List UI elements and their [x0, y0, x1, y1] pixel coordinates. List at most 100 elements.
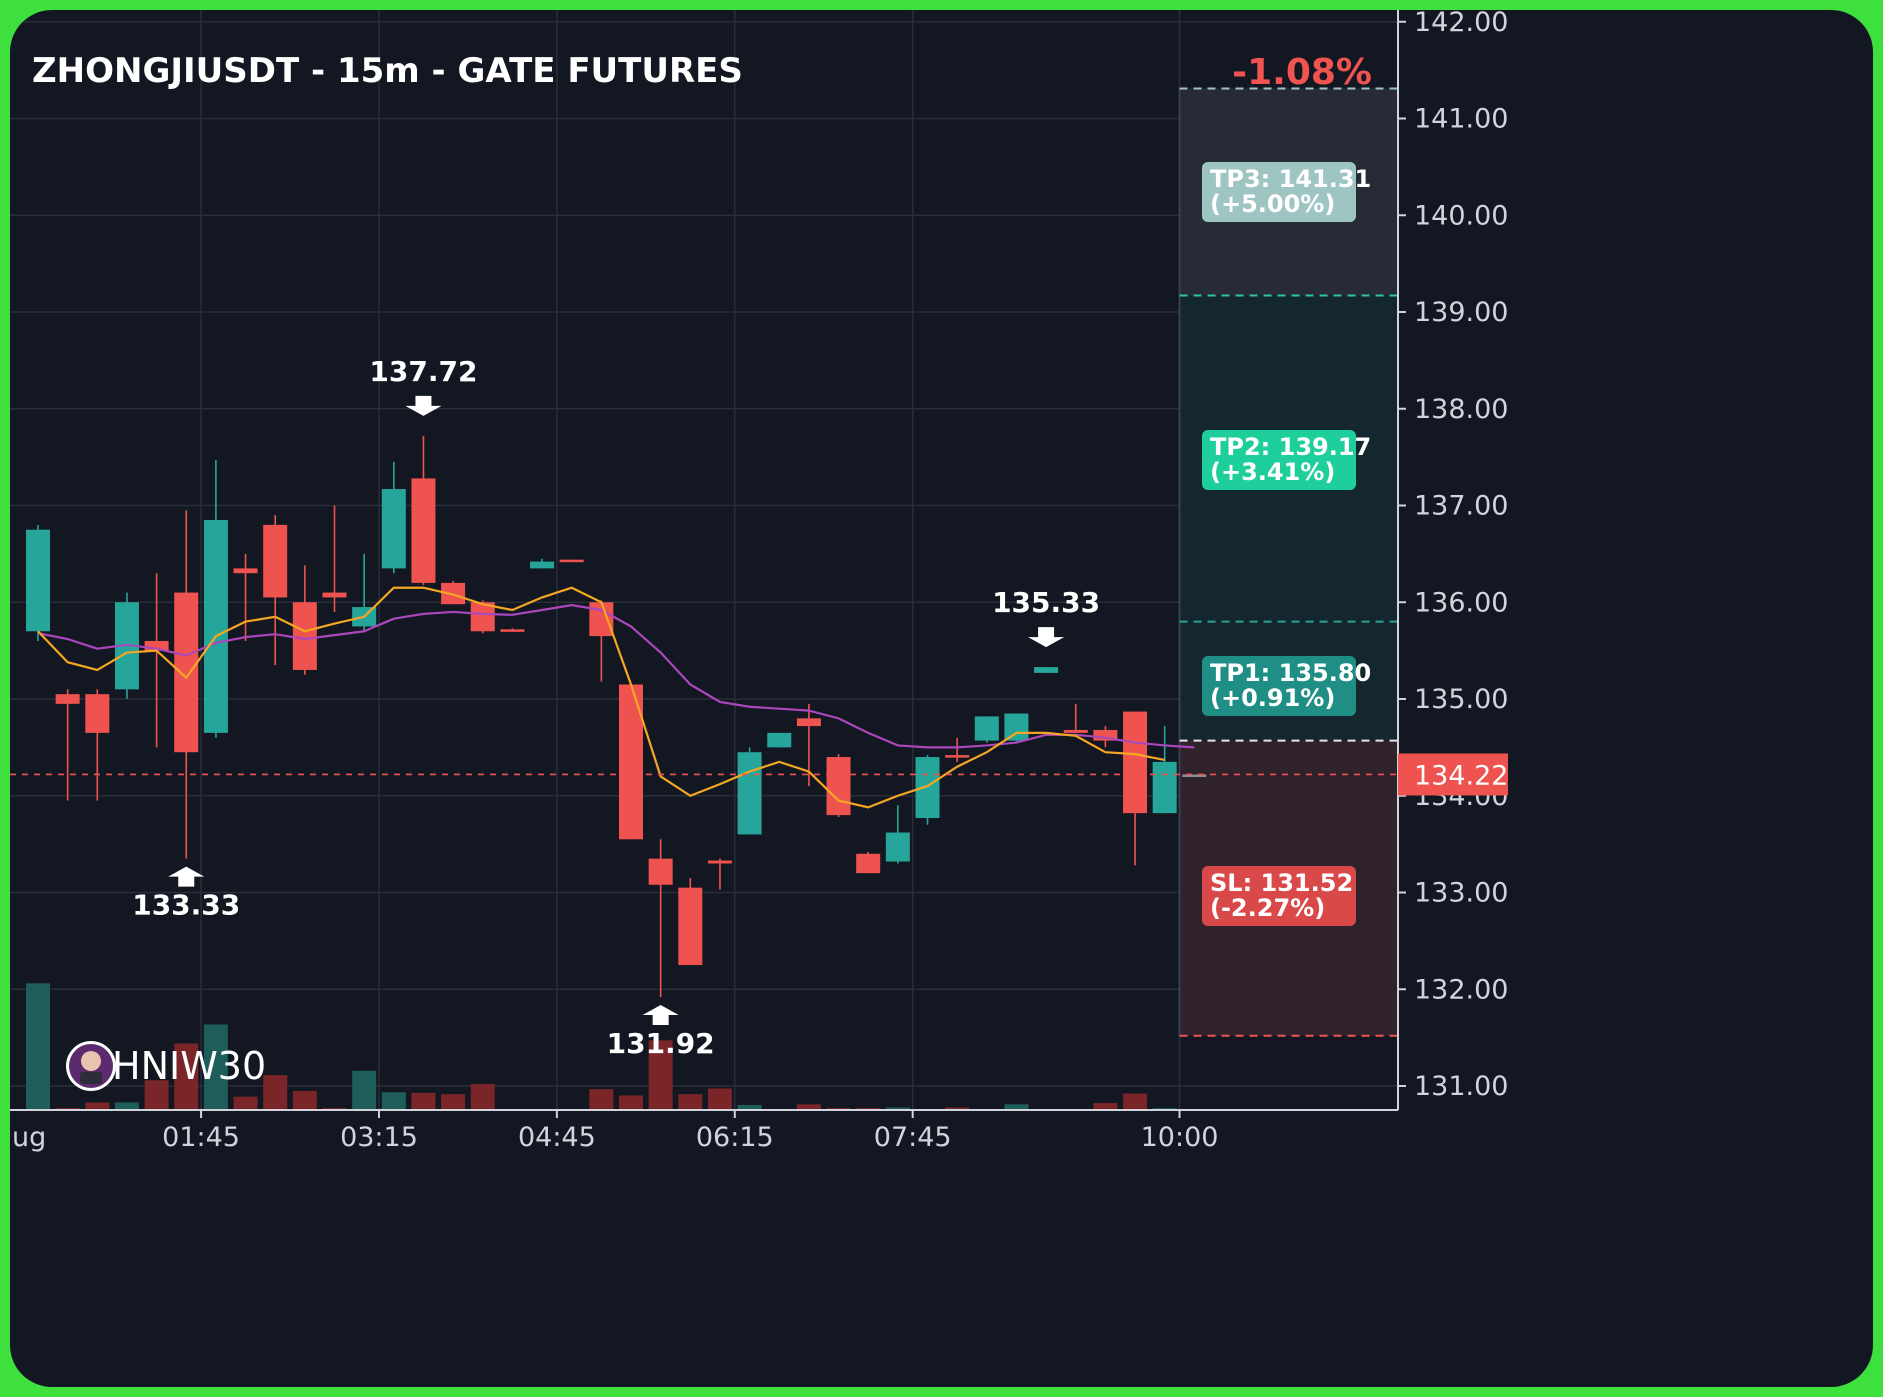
time-tick-label: 04:45 — [518, 1122, 596, 1153]
arrow-down-icon — [405, 395, 442, 416]
volume-bar — [411, 1092, 436, 1110]
target-levels: TP3: 141.31(+5.00%) TP2: 139.17(+3.41%)TP… — [10, 87, 1398, 1037]
price-annotations: 133.33 137.72 131.92 135.33 — [132, 355, 1100, 1060]
candle-body — [1034, 667, 1059, 673]
level-box-bg — [1202, 162, 1356, 222]
chart-frame: TP3: 141.31 (+5.00%) TP2: 139.17 (+3.41%) TP… — [10, 10, 1873, 1387]
level-box-bg — [1202, 656, 1356, 716]
candle-body — [915, 757, 940, 819]
price-tick-label: 140.00 — [1414, 200, 1508, 231]
candle-body — [530, 561, 555, 569]
candle — [1063, 703, 1088, 733]
volume-bar — [174, 1043, 199, 1110]
volume-bar — [648, 1040, 673, 1110]
price-axis: 131.00132.00133.00134.00135.00136.00137.… — [1397, 10, 1508, 1110]
level-box-bg — [1202, 430, 1356, 490]
time-axis: ug 01:45 03:15 04:45 06:15 07:45 10:00 — [10, 1109, 1398, 1153]
candle — [589, 600, 614, 682]
annotation-high: 137.72 — [369, 355, 477, 416]
arrow-up-icon — [642, 1004, 679, 1025]
ma-fast-line — [37, 586, 1165, 809]
candle-body — [678, 887, 703, 966]
time-tick-label: 07:45 — [874, 1122, 952, 1153]
candle-body — [1123, 711, 1148, 814]
moving-averages — [37, 586, 1195, 809]
candle — [885, 805, 910, 864]
annotation-low: 133.33 — [132, 866, 240, 922]
level-pct: (-2.27%) — [1210, 894, 1325, 922]
volume-bar — [144, 1080, 169, 1110]
candle-body — [233, 568, 258, 574]
candle-body — [292, 602, 317, 670]
volume-bar — [470, 1084, 495, 1110]
price-tick-label: 135.00 — [1414, 684, 1508, 715]
candle — [55, 689, 80, 801]
volume-bar — [619, 1095, 643, 1110]
annotation-high: 135.33 — [992, 586, 1100, 648]
candle-body — [885, 832, 910, 862]
candle-body — [974, 716, 999, 741]
candle — [648, 839, 673, 997]
candle-body — [381, 489, 406, 569]
annotation-label: 137.72 — [369, 355, 477, 388]
candle — [974, 716, 999, 743]
annotation-label: 135.33 — [992, 586, 1100, 619]
candle-body — [826, 757, 851, 816]
candle-body — [1004, 713, 1029, 741]
candle-body — [144, 640, 169, 651]
level-label: TP2: 139.17 — [1210, 433, 1371, 461]
volume-bar — [263, 1075, 288, 1110]
candle-body — [322, 592, 347, 598]
price-tick-label: 136.00 — [1414, 587, 1508, 618]
current-price-tag-bg — [1398, 753, 1508, 796]
volume-bar — [441, 1094, 466, 1110]
volume-bars — [26, 983, 1207, 1111]
candle — [26, 524, 50, 641]
volume-bar — [1123, 1093, 1148, 1110]
candle — [915, 755, 940, 825]
candle-body — [263, 524, 288, 598]
candlestick-chart[interactable]: TP3: 141.31(+5.00%) TP2: 139.17(+3.41%)TP… — [10, 10, 1873, 1387]
brand-username: HNIW30 — [112, 1044, 266, 1088]
candle-body — [707, 860, 732, 864]
volume-bar — [26, 983, 50, 1110]
candle — [292, 565, 317, 675]
volume-bar — [352, 1070, 377, 1110]
level-box-bg — [1202, 866, 1356, 926]
candle-body — [85, 694, 110, 733]
volume-bar — [1093, 1103, 1118, 1110]
candle-body — [559, 559, 584, 563]
time-tick-label: 06:15 — [696, 1122, 774, 1153]
volume-bar — [589, 1089, 614, 1110]
candle-body — [411, 478, 436, 583]
candle-body — [796, 718, 821, 727]
price-tick-label: 131.00 — [1414, 1071, 1508, 1102]
candle-body — [470, 602, 495, 632]
candle-body — [767, 732, 792, 748]
candle — [945, 737, 970, 762]
candle-body — [203, 520, 228, 733]
level-pct: (+3.41%) — [1210, 458, 1335, 486]
candle — [263, 515, 288, 666]
level-pct: (+5.00%) — [1210, 190, 1335, 218]
candle — [767, 732, 792, 748]
volume-bar — [1004, 1104, 1029, 1110]
current-price-label: 134.22 — [1414, 760, 1508, 791]
candle — [856, 851, 881, 874]
brand-watermark: HNIW30 — [66, 1041, 266, 1091]
price-tick-label: 138.00 — [1414, 394, 1508, 425]
candle-body — [856, 853, 881, 874]
price-tick-label: 142.00 — [1414, 10, 1508, 38]
level-pct: (+0.91%) — [1210, 684, 1335, 712]
arrow-up-icon — [168, 866, 205, 887]
level-label: SL: 131.52 — [1210, 869, 1353, 897]
volume-bar — [796, 1104, 821, 1110]
price-tick-label: 133.00 — [1414, 878, 1508, 909]
level-box-tp2: TP2: 139.17(+3.41%) — [1202, 430, 1371, 490]
candle-body — [174, 592, 199, 753]
volume-bar — [233, 1096, 258, 1110]
annotation-label: 133.33 — [132, 889, 240, 922]
candle — [411, 435, 436, 585]
level-label: TP3: 141.31 — [1210, 165, 1371, 193]
volume-bar — [292, 1091, 317, 1110]
